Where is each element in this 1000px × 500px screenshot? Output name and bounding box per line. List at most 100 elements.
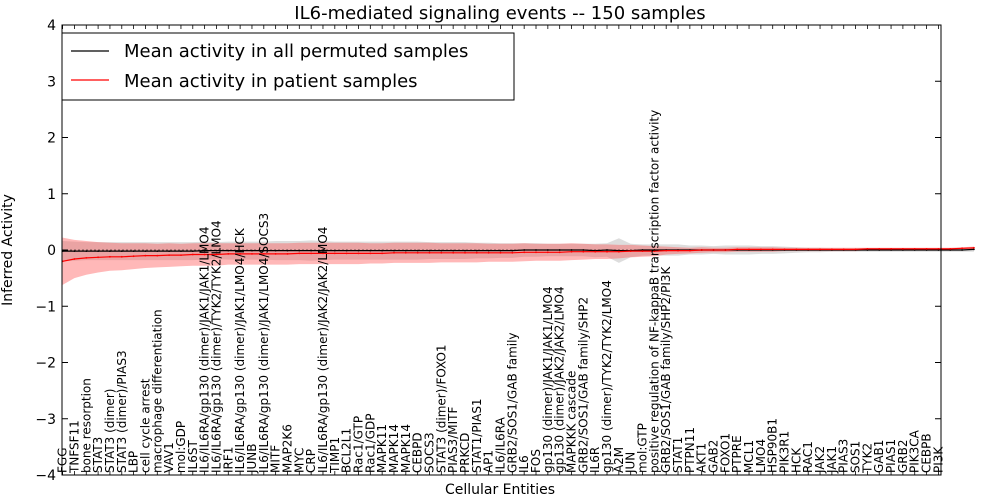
patient-point-69 bbox=[878, 248, 881, 250]
patient-point-16 bbox=[251, 253, 253, 255]
patient-point-49 bbox=[641, 250, 644, 253]
patient-point-46 bbox=[606, 250, 608, 253]
permuted-point-1 bbox=[73, 250, 76, 253]
entity-label: STAT3 bbox=[91, 437, 105, 473]
entity-label: LMO4 bbox=[754, 439, 768, 473]
entity-label: gp130 (dimer)/JAK1/JAK1/LMO4 bbox=[541, 286, 555, 473]
entity-label: FOXO1 bbox=[718, 433, 732, 473]
entity-label: BCL2L1 bbox=[340, 428, 354, 473]
patient-point-72 bbox=[913, 248, 916, 250]
permuted-point-32 bbox=[440, 249, 443, 252]
entity-label: IL6R bbox=[588, 447, 602, 473]
patient-point-10 bbox=[180, 254, 182, 256]
entity-label: TYK2 bbox=[860, 443, 874, 474]
patient-point-53 bbox=[689, 249, 691, 252]
patient-point-20 bbox=[298, 252, 301, 255]
patient-point-43 bbox=[570, 250, 573, 253]
patient-point-26 bbox=[369, 252, 372, 255]
patient-point-29 bbox=[404, 251, 407, 254]
entity-label: TNFSF11 bbox=[67, 420, 81, 474]
permuted-point-7 bbox=[144, 250, 147, 253]
permuted-point-16 bbox=[251, 249, 253, 252]
permuted-point-10 bbox=[180, 250, 182, 253]
patient-point-30 bbox=[416, 251, 419, 254]
patient-point-39 bbox=[523, 251, 526, 254]
entity-label: GRB2/SOS1/GAB family bbox=[505, 332, 519, 473]
entity-label: LBP bbox=[127, 451, 141, 473]
patient-point-31 bbox=[428, 251, 431, 254]
permuted-point-42 bbox=[558, 249, 561, 251]
patient-point-8 bbox=[156, 254, 159, 257]
patient-point-63 bbox=[807, 248, 810, 251]
patient-point-2 bbox=[85, 257, 88, 259]
legend-box bbox=[61, 32, 515, 101]
patient-point-38 bbox=[511, 251, 514, 254]
patient-point-42 bbox=[558, 251, 561, 254]
patient-point-65 bbox=[831, 248, 833, 251]
patient-point-68 bbox=[866, 248, 869, 250]
patient-point-75 bbox=[949, 248, 952, 250]
entity-label: mol:GTP bbox=[636, 423, 650, 473]
plot-frame bbox=[61, 24, 942, 476]
patient-point-25 bbox=[357, 252, 360, 255]
permuted-point-28 bbox=[393, 249, 395, 252]
entity-label: GRB2/SOS1/GAB family/SHP2 bbox=[576, 297, 590, 473]
entity-label: STAT1 bbox=[671, 437, 685, 473]
entity-label: mol:GDP bbox=[174, 421, 188, 473]
patient-point-36 bbox=[487, 251, 490, 254]
entity-label: HCK bbox=[789, 447, 803, 473]
entity-label: Rac1/GTP bbox=[352, 416, 366, 473]
y-tick-label: −1 bbox=[35, 299, 56, 315]
entity-label: IL6/IL6RA/gp130 (dimer)/JAK1/LMO4/HCK bbox=[233, 227, 247, 473]
entity-label: STAT3 (dimer)/FOXO1 bbox=[434, 344, 448, 473]
permuted-point-30 bbox=[416, 249, 419, 252]
permuted-point-44 bbox=[582, 249, 585, 251]
entity-label: GRB2/SOS1/GAB family/SHP2/PI3K bbox=[659, 266, 673, 474]
patient-point-67 bbox=[854, 248, 857, 251]
permuted-point-27 bbox=[381, 249, 383, 252]
entity-label: HSP90B1 bbox=[766, 418, 780, 473]
entity-label: IL6/IL6RA/gp130 (dimer)/JAK1/LMO4/SOCS3 bbox=[257, 213, 271, 473]
patient-point-47 bbox=[618, 250, 620, 253]
entity-label: AP1 bbox=[482, 450, 496, 473]
entity-label: JUN bbox=[624, 452, 638, 474]
entity-label: IRF1 bbox=[221, 447, 235, 473]
permuted-point-37 bbox=[499, 249, 502, 252]
patient-point-51 bbox=[665, 249, 668, 252]
permuted-point-21 bbox=[310, 249, 312, 252]
y-tick-label: −2 bbox=[35, 356, 56, 372]
patient-point-62 bbox=[795, 248, 798, 251]
patient-point-19 bbox=[286, 253, 289, 255]
entity-label: IL6/IL6RA/gp130 (dimer)/TYK2/TYK2/LMO4 bbox=[210, 220, 224, 473]
legend: Mean activity in all permuted samples Me… bbox=[61, 32, 515, 101]
permuted-point-33 bbox=[452, 249, 455, 252]
y-tick-label: −4 bbox=[35, 468, 56, 484]
patient-point-71 bbox=[902, 248, 904, 250]
entity-label: GAB1 bbox=[872, 440, 886, 473]
y-axis: −4 −3 −2 −1 0 1 2 3 4 bbox=[35, 18, 941, 484]
entity-label: MAPKKK cascade bbox=[565, 371, 579, 473]
permuted-point-9 bbox=[168, 250, 171, 253]
patient-point-56 bbox=[724, 249, 727, 251]
patient-point-55 bbox=[712, 249, 715, 251]
entity-label: PIK3R1 bbox=[778, 431, 792, 473]
entity-label: MYC bbox=[292, 448, 306, 473]
entity-label: gp130 (dimer)/TYK2/TYK2/LMO4 bbox=[600, 280, 614, 473]
permuted-point-35 bbox=[475, 249, 478, 252]
entity-label: gp130 (dimer)/JAK2/JAK2/LMO4 bbox=[553, 286, 567, 473]
patient-point-76 bbox=[961, 247, 963, 250]
permuted-point-20 bbox=[298, 249, 301, 252]
entity-label: JAK2 bbox=[813, 446, 827, 474]
patient-point-14 bbox=[227, 253, 230, 255]
permuted-point-23 bbox=[333, 249, 336, 252]
entity-label: MAP2K6 bbox=[281, 424, 295, 473]
permuted-point-19 bbox=[286, 249, 289, 252]
permuted-point-41 bbox=[546, 249, 549, 251]
patient-point-77 bbox=[973, 246, 975, 249]
y-tick-label: 3 bbox=[47, 74, 56, 90]
permuted-point-2 bbox=[85, 250, 88, 253]
permuted-point-38 bbox=[511, 249, 514, 252]
permuted-point-31 bbox=[428, 249, 431, 252]
